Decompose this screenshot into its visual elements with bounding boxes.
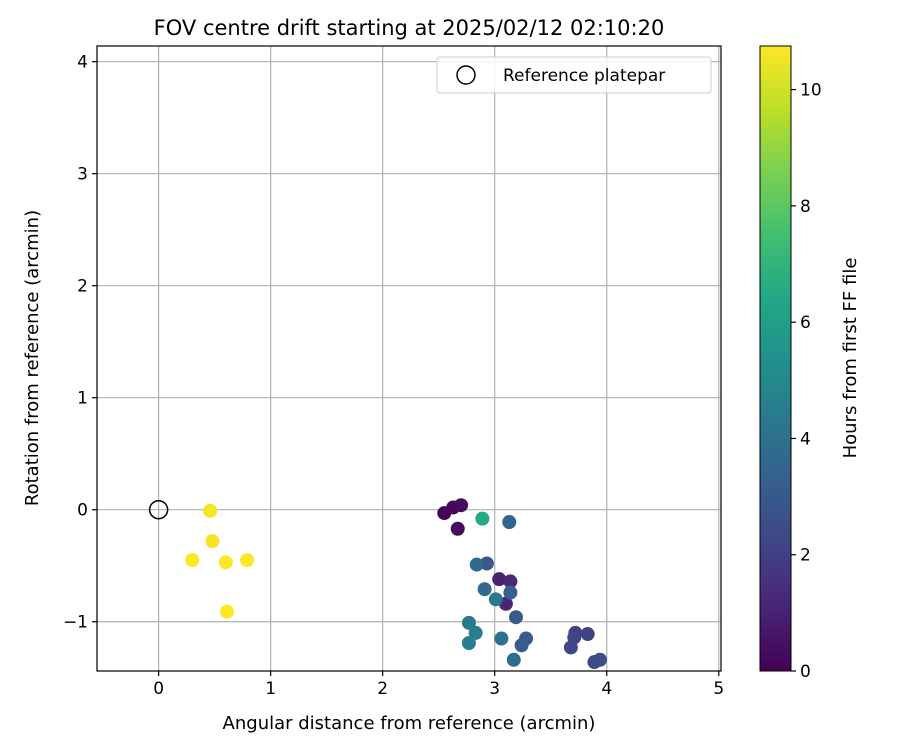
legend-marker-icon [456, 65, 476, 85]
data-point [488, 592, 503, 607]
data-point [205, 534, 220, 549]
data-points [185, 498, 608, 670]
reference-platepar-marker [148, 499, 169, 520]
data-point [502, 515, 517, 530]
x-tick-label: 1 [265, 679, 276, 699]
data-point [503, 574, 518, 589]
y-tick-label: 2 [77, 277, 88, 297]
data-point [514, 638, 529, 653]
colorbar-tick-label: 0 [800, 662, 811, 682]
colorbar: 0 2 4 6 8 10 Hours from first FF file [759, 45, 861, 682]
data-point [240, 553, 255, 568]
x-tick-label: 2 [377, 679, 388, 699]
data-point [185, 553, 200, 568]
data-point [593, 652, 608, 667]
y-tick-label: −1 [63, 613, 88, 633]
data-point [506, 652, 521, 667]
legend-entry: Reference platepar [503, 66, 665, 86]
x-axis-label: Angular distance from reference (arcmin) [223, 713, 596, 734]
data-point [494, 631, 509, 646]
legend: Reference platepar [436, 56, 712, 94]
data-point [468, 625, 483, 640]
chart-title: FOV centre drift starting at 2025/02/12 … [154, 16, 665, 40]
x-tick-label: 4 [601, 679, 612, 699]
y-tick-label: 1 [77, 389, 88, 409]
data-point [469, 557, 484, 572]
y-axis-ticks: −1 0 1 2 3 4 [63, 53, 97, 633]
colorbar-tick-label: 8 [800, 197, 811, 217]
colorbar-tick-label: 10 [800, 81, 822, 101]
data-point [461, 635, 476, 650]
colorbar-tick-label: 6 [800, 313, 811, 333]
x-tick-label: 5 [713, 679, 724, 699]
data-point [450, 521, 465, 536]
colorbar-tick-label: 2 [800, 546, 811, 566]
colorbar-gradient [759, 45, 792, 672]
data-point [503, 585, 518, 600]
data-point [218, 555, 233, 570]
x-tick-label: 0 [153, 679, 164, 699]
y-tick-label: 3 [77, 165, 88, 185]
colorbar-label: Hours from first FF file [840, 258, 861, 459]
data-point [508, 610, 523, 625]
y-axis-label: Rotation from reference (arcmin) [22, 210, 43, 506]
y-tick-label: 4 [77, 53, 88, 73]
y-tick-label: 0 [77, 501, 88, 521]
x-tick-label: 3 [489, 679, 500, 699]
data-point [477, 582, 492, 597]
legend-box [436, 56, 712, 94]
x-axis-ticks: 0 1 2 3 4 5 [153, 671, 724, 699]
data-point [475, 511, 490, 526]
data-point [219, 604, 234, 619]
colorbar-tick-label: 4 [800, 429, 811, 449]
data-point [461, 615, 476, 630]
colorbar-ticks: 0 2 4 6 8 10 [791, 81, 822, 682]
data-point [563, 640, 578, 655]
data-point [580, 627, 595, 642]
plot-frame [96, 45, 722, 672]
data-point [203, 503, 218, 518]
grid [97, 46, 721, 671]
data-point [492, 572, 507, 587]
data-point [454, 498, 469, 513]
